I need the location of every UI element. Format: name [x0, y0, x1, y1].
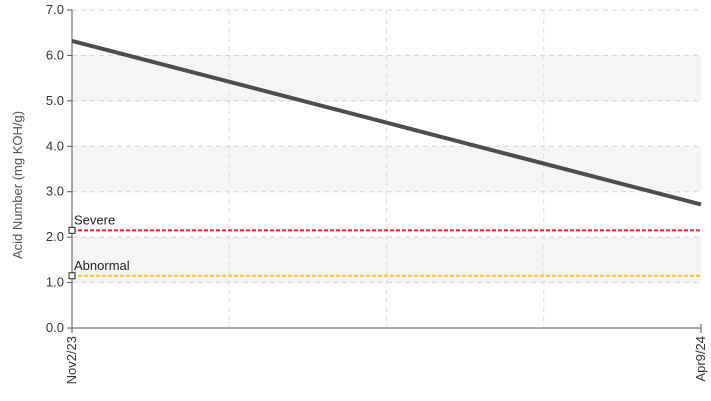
y-tick-label: 5.0	[46, 93, 64, 108]
y-tick-label: 4.0	[46, 138, 64, 153]
y-tick-label: 1.0	[46, 275, 64, 290]
threshold-label-severe: Severe	[74, 212, 115, 227]
y-tick-label: 3.0	[46, 184, 64, 199]
x-tick-label: Apr9/24	[693, 336, 708, 382]
threshold-lines: Severe Abnormal	[68, 212, 701, 280]
threshold-marker-abnormal	[68, 272, 76, 280]
series-lines	[71, 38, 702, 207]
y-axis-title: Acid Number (mg KOH/g)	[10, 111, 25, 259]
threshold-label-abnormal: Abnormal	[74, 258, 130, 273]
y-tick-label: 0.0	[46, 320, 64, 335]
series-line-0	[71, 38, 702, 207]
x-tick-labels: Nov2/23 Apr9/24	[64, 336, 708, 384]
y-tick-labels: 0.0 1.0 2.0 3.0 4.0 5.0 6.0 7.0	[46, 2, 64, 335]
x-tick-label: Nov2/23	[64, 336, 79, 384]
y-tick-label: 6.0	[46, 47, 64, 62]
y-tick-label: 7.0	[46, 2, 64, 17]
y-tick-label: 2.0	[46, 229, 64, 244]
threshold-marker-severe	[68, 226, 76, 234]
